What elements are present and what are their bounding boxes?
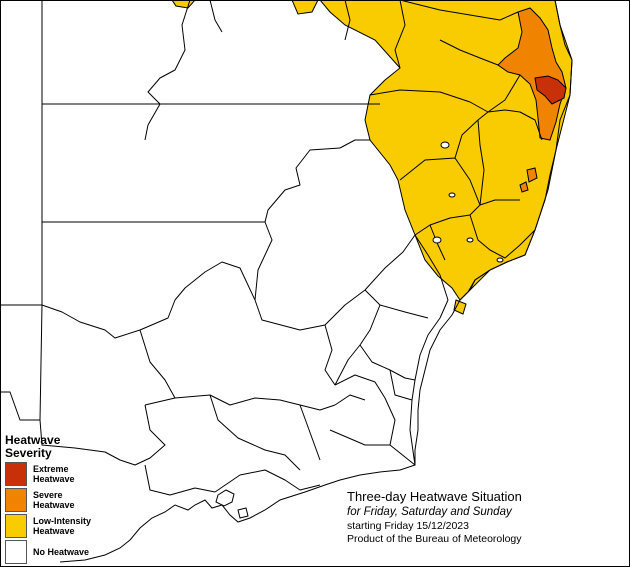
legend-label: Extreme Heatwave xyxy=(33,464,75,484)
legend-label-line1: Low-Intensity xyxy=(33,516,91,526)
no-heatwave-swatch xyxy=(5,540,27,564)
info-days: for Friday, Saturday and Sunday xyxy=(347,506,512,518)
legend-label-line2: Heatwave xyxy=(33,500,75,510)
legend-title: Heatwave Severity xyxy=(5,434,117,460)
district-boundaries xyxy=(0,0,543,496)
low-intensity-region xyxy=(319,0,573,301)
info-product: Product of the Bureau of Meteorology xyxy=(347,533,522,545)
severe-region xyxy=(497,7,567,141)
state-borders xyxy=(0,0,380,420)
legend-label-line2: Heatwave xyxy=(33,526,75,536)
legend-item-none: No Heatwave xyxy=(5,540,117,564)
legend-label: Low-Intensity Heatwave xyxy=(33,516,91,536)
legend-label: Severe Heatwave xyxy=(33,490,75,510)
low-intensity-region xyxy=(291,0,319,15)
legend-label-line2: Heatwave xyxy=(33,474,75,484)
low-intensity-swatch xyxy=(5,514,27,538)
legend-item-low-intensity: Low-Intensity Heatwave xyxy=(5,514,117,538)
coastline xyxy=(59,0,573,563)
severe-region xyxy=(519,181,529,193)
extreme-swatch xyxy=(5,462,27,486)
info-title: Three-day Heatwave Situation xyxy=(347,489,522,504)
legend-title-line2: Severity xyxy=(5,446,52,460)
info-start-date: starting Friday 15/12/2023 xyxy=(347,520,469,532)
severe-region xyxy=(526,167,538,183)
severe-swatch xyxy=(5,488,27,512)
legend-item-extreme: Extreme Heatwave xyxy=(5,462,117,486)
legend-label-line1: Extreme xyxy=(33,464,69,474)
legend-label-line1: Severe xyxy=(33,490,63,500)
legend-title-line1: Heatwave xyxy=(5,433,61,447)
low-intensity-region xyxy=(171,0,196,9)
port-phillip-bay xyxy=(215,489,235,507)
extreme-region xyxy=(534,75,567,105)
info-block: Three-day Heatwave Situation for Friday,… xyxy=(347,488,627,546)
legend: Heatwave Severity Extreme Heatwave Sever… xyxy=(5,434,117,564)
low-intensity-region xyxy=(453,299,467,315)
legend-item-severe: Severe Heatwave xyxy=(5,488,117,512)
western-port xyxy=(237,507,249,519)
unaffected-patches xyxy=(432,141,504,263)
legend-label-line1: No Heatwave xyxy=(33,547,90,557)
legend-label: No Heatwave xyxy=(33,547,89,557)
